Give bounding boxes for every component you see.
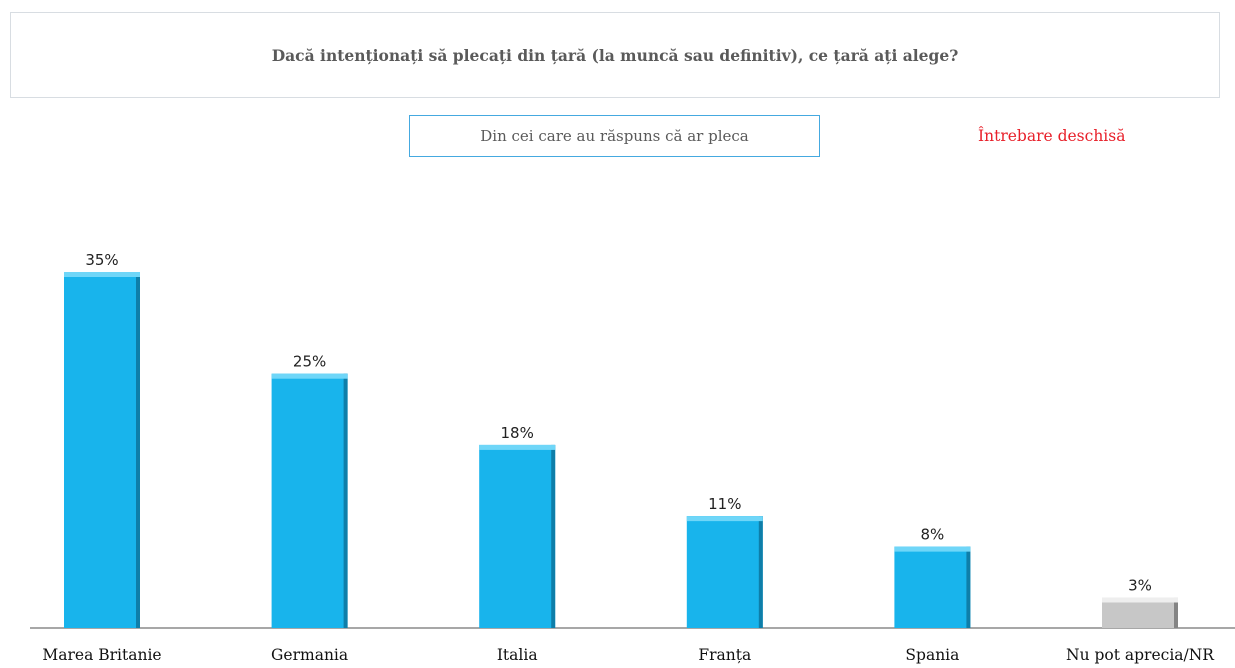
bar-body-marea-britanie bbox=[64, 272, 140, 628]
bar-marea-britanie bbox=[64, 272, 140, 628]
value-label-italia: 18% bbox=[501, 424, 534, 442]
bar-body-spania bbox=[894, 546, 971, 628]
bar-shadow-franta bbox=[758, 516, 763, 628]
bar-top-italia bbox=[479, 444, 556, 450]
bar-body-nu-pot-aprecia-nr bbox=[1102, 597, 1178, 628]
bar-body-italia bbox=[479, 444, 556, 628]
bar-italia bbox=[479, 444, 556, 628]
bar-body-germania bbox=[271, 373, 348, 628]
value-label-germania: 25% bbox=[293, 353, 326, 371]
value-labels-group: 35% 25% 18% 11% 8% 3% bbox=[85, 251, 1152, 594]
bar-top-germania bbox=[271, 373, 348, 379]
bar-body-franta bbox=[686, 516, 763, 628]
bar-shadow-germania bbox=[343, 373, 348, 628]
bar-shadow-italia bbox=[551, 444, 556, 628]
bar-germania bbox=[271, 373, 348, 628]
question-type-label: Întrebare deschisă bbox=[978, 127, 1126, 145]
bar-top-nu-pot-aprecia-nr bbox=[1102, 597, 1178, 603]
value-label-nu-pot-aprecia-nr: 3% bbox=[1128, 576, 1152, 594]
bar-top-spania bbox=[894, 546, 971, 552]
bar-shadow-spania bbox=[966, 546, 971, 628]
category-label-spania: Spania bbox=[905, 646, 959, 664]
bar-top-marea-britanie bbox=[64, 272, 140, 277]
category-label-marea-britanie: Marea Britanie bbox=[42, 646, 161, 664]
subset-note-box: Din cei care au răspuns că ar pleca bbox=[409, 115, 820, 157]
category-label-germania: Germania bbox=[271, 646, 348, 664]
question-title: Dacă intenționați să plecați din țară (l… bbox=[271, 45, 959, 65]
category-label-nu-pot-aprecia-nr: Nu pot aprecia/NR bbox=[1066, 646, 1215, 664]
category-label-franta: Franța bbox=[698, 646, 751, 664]
bar-shadow-nu-pot-aprecia-nr bbox=[1174, 597, 1178, 628]
bar-spania bbox=[894, 546, 971, 628]
value-label-spania: 8% bbox=[921, 526, 945, 544]
category-labels-group: Marea Britanie Germania Italia Franța Spania… bbox=[42, 646, 1215, 664]
category-label-italia: Italia bbox=[497, 646, 538, 664]
value-label-franta: 11% bbox=[708, 495, 741, 513]
bar-nu-pot-aprecia-nr bbox=[1102, 597, 1178, 628]
question-box: Dacă intenționați să plecați din țară (l… bbox=[10, 12, 1220, 98]
value-label-marea-britanie: 35% bbox=[85, 251, 118, 269]
bar-franta bbox=[686, 516, 763, 628]
bar-top-franta bbox=[686, 516, 763, 522]
subset-note: Din cei care au răspuns că ar pleca bbox=[480, 127, 749, 145]
bar-shadow-marea-britanie bbox=[136, 272, 140, 628]
bars-group bbox=[64, 272, 1178, 628]
